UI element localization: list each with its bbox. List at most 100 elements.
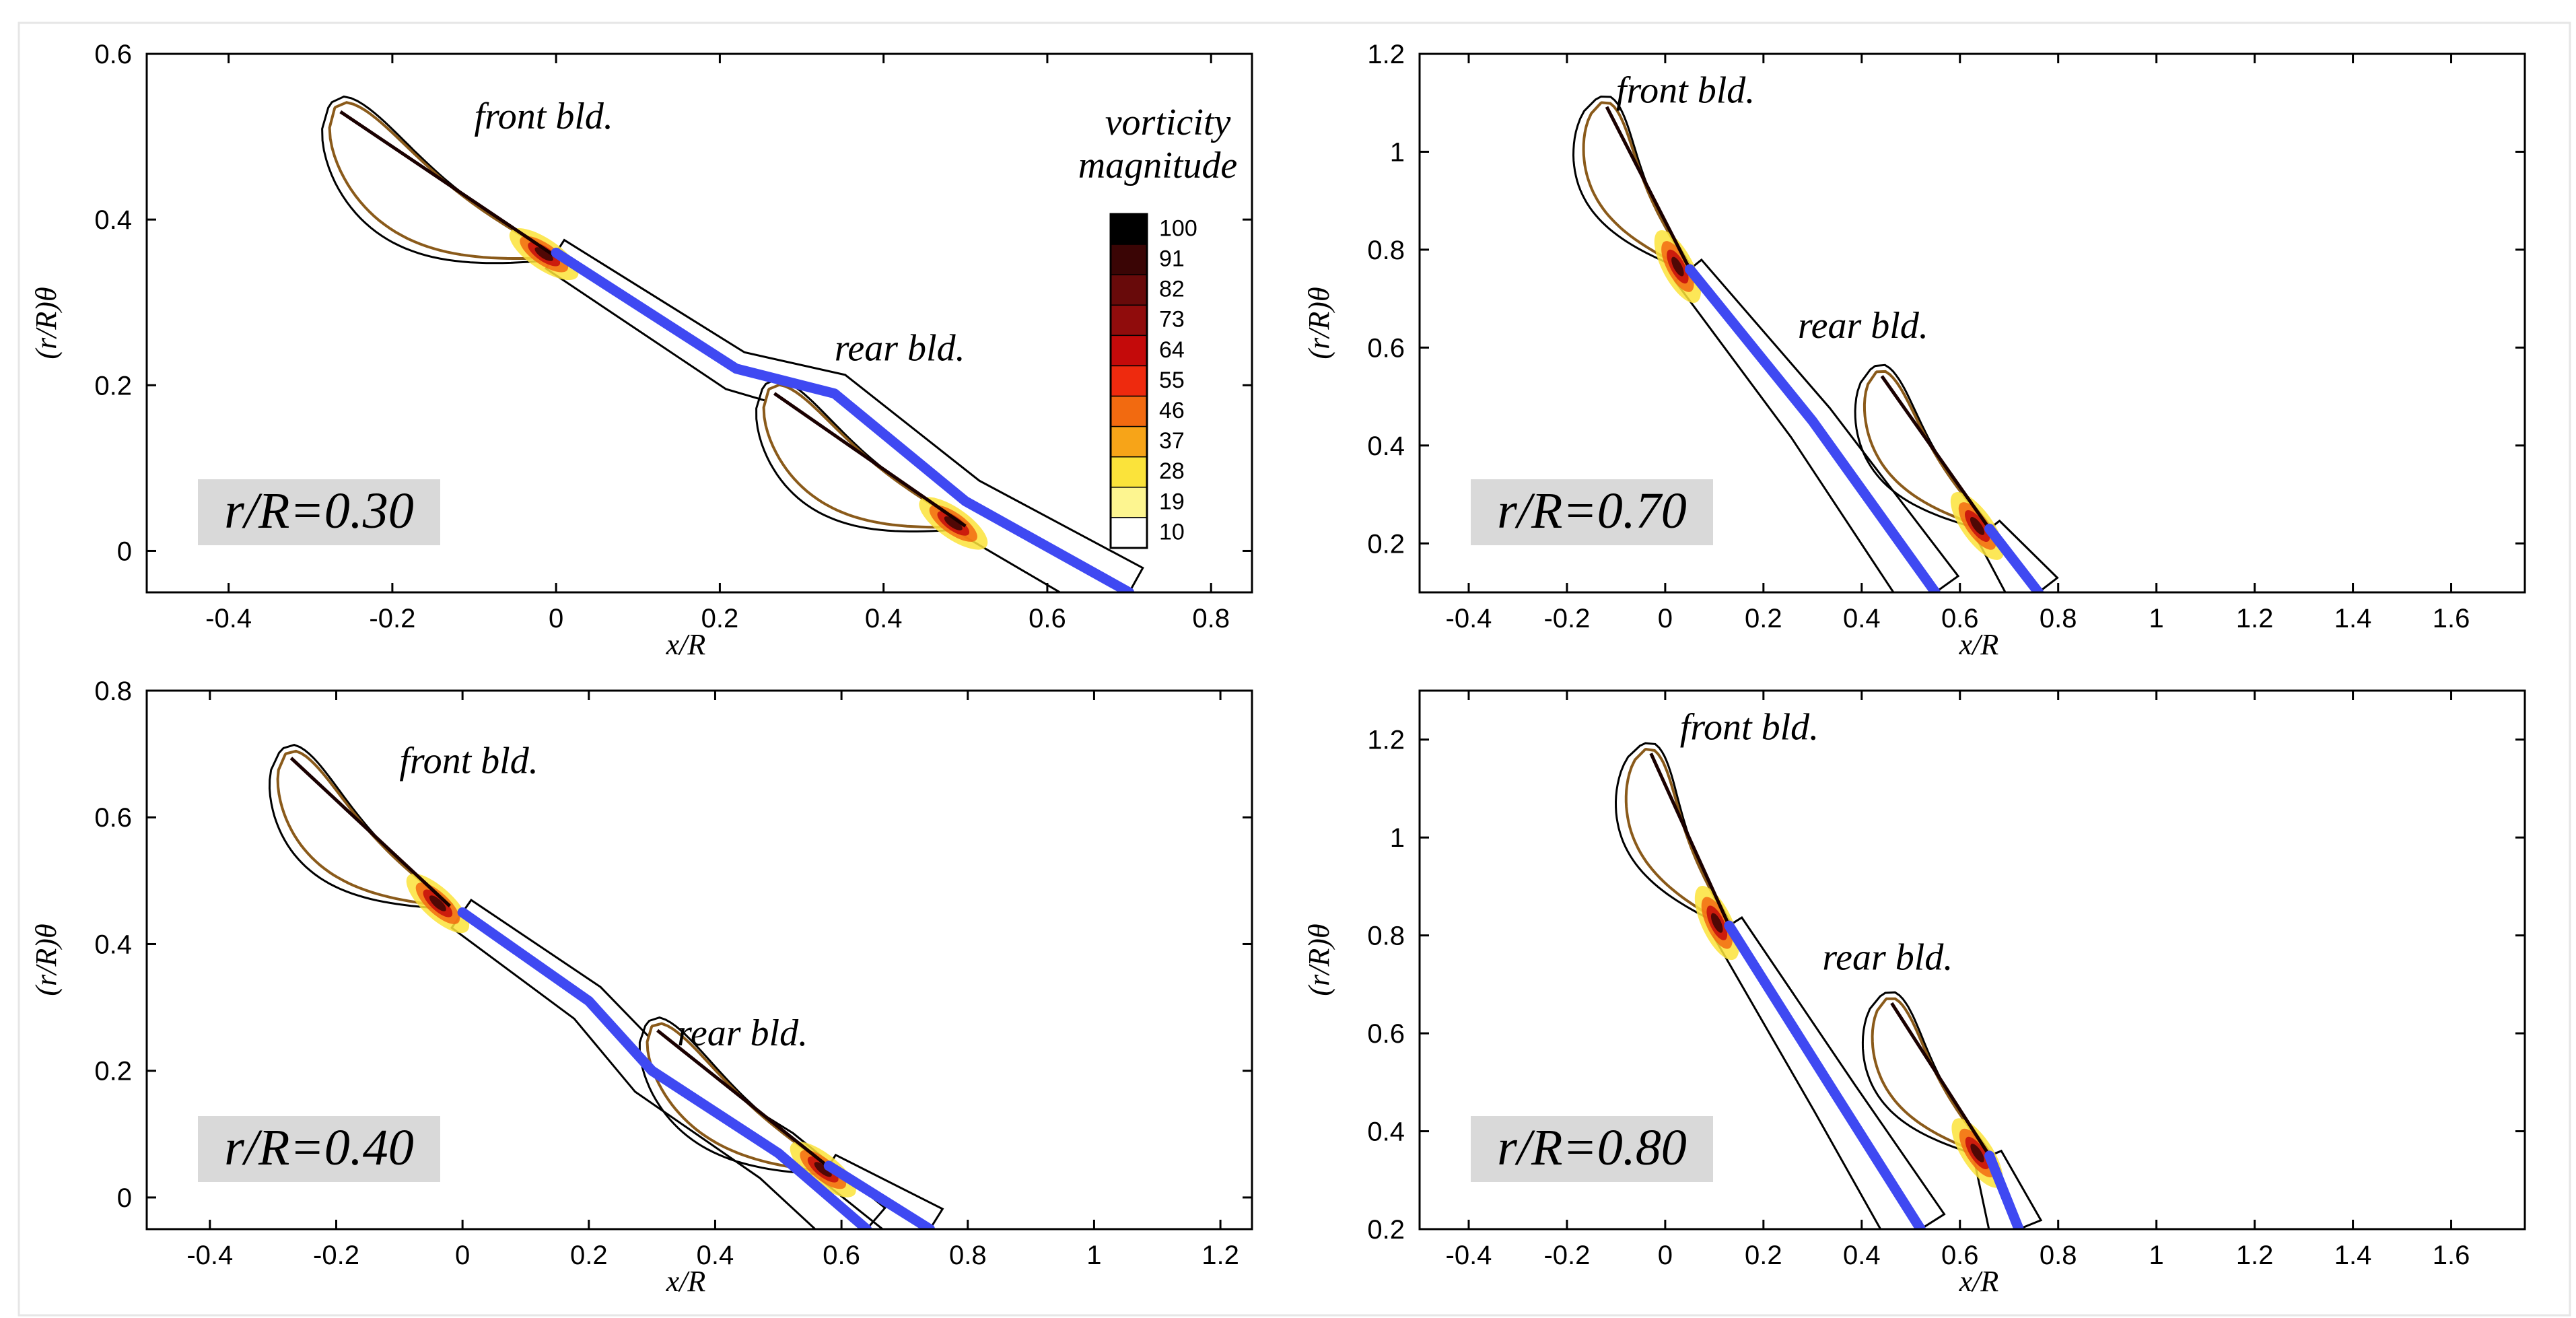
colorbar-swatch	[1110, 456, 1148, 488]
front-trailing-vorticity-3	[534, 247, 553, 261]
colorbar-level-label: 55	[1159, 368, 1185, 393]
colorbar-level-label: 73	[1159, 307, 1185, 333]
colorbar-swatch	[1110, 425, 1148, 458]
figure-frame	[18, 22, 2571, 1317]
front-wake-centerline	[1724, 920, 1926, 1229]
x-tick-label: -0.4	[186, 1241, 233, 1270]
x-axis-label: x/R	[1959, 628, 1999, 661]
x-tick-label: 1.2	[2236, 604, 2274, 633]
front-wake-centerline	[1684, 264, 1941, 592]
y-tick-label: 0	[117, 536, 132, 566]
rear-blade-label: rear bld.	[677, 1012, 808, 1054]
y-tick-label: 0.2	[94, 1057, 132, 1086]
x-tick-label: -0.4	[205, 604, 252, 633]
x-tick-label: 0	[455, 1241, 470, 1270]
colorbar-swatch	[1110, 274, 1148, 306]
x-tick-label: -0.4	[1446, 604, 1492, 633]
front-blade-boundary-layer	[339, 110, 557, 258]
section-label-box	[1471, 479, 1713, 545]
rear-blade-label: rear bld.	[1798, 305, 1928, 347]
y-axis-label: (r/R)θ	[1302, 287, 1335, 359]
front-wake-contour	[450, 899, 886, 1229]
x-tick-label: 1.6	[2433, 1241, 2470, 1270]
colorbar-swatch	[1110, 213, 1148, 245]
y-tick-label: 0.6	[94, 803, 132, 833]
x-axis-label: x/R	[666, 1265, 706, 1298]
front-blade-label: front bld.	[475, 96, 613, 137]
colorbar-swatch	[1110, 487, 1148, 518]
x-tick-label: 0.6	[1941, 604, 1979, 633]
y-tick-label: 0.8	[94, 677, 132, 706]
front-blade-label: front bld.	[1680, 707, 1819, 749]
x-tick-label: 0.8	[2040, 1241, 2077, 1270]
colorbar-frame	[1109, 213, 1148, 549]
colorbar-swatch	[1110, 517, 1148, 549]
colorbar-level-label: 37	[1159, 428, 1185, 454]
panels-layer: -0.4 -0.2 0 0.2 0.4 0.6 0.800.20.40.6x/R(r/R)θ…	[30, 40, 2526, 1298]
rear-trailing-vorticity-3	[814, 1162, 832, 1177]
front-wake-contour	[1673, 258, 1960, 592]
rear-blade-label: rear bld.	[1822, 937, 1953, 979]
x-tick-label: 1.2	[2236, 1241, 2274, 1270]
plot-content	[1614, 742, 2043, 1229]
x-tick-label: 1	[2149, 1241, 2164, 1270]
y-axis-label: (r/R)θ	[30, 287, 63, 359]
x-tick-label: -0.2	[369, 604, 415, 633]
x-tick-label: -0.4	[1446, 1241, 1492, 1270]
x-tick-label: 0.6	[1029, 604, 1066, 633]
y-tick-label: 1	[1390, 137, 1405, 167]
panel-top-right: -0.4 -0.2 0 0.2 0.4 0.6 0.8 1 1.2 1.4 1.6 0.2 0.4 0.6…	[1302, 40, 2526, 661]
panel-top-left: -0.4 -0.2 0 0.2 0.4 0.6 0.8 0 0.2 0.4 0.6 x/R (r/R)θ…	[30, 40, 1253, 661]
x-tick-label: 0.4	[865, 604, 903, 633]
x-tick-label: 1.6	[2433, 604, 2470, 633]
x-tick-label: 0.4	[697, 1241, 734, 1270]
colorbar-level-label: 10	[1159, 519, 1185, 545]
plot-frame	[145, 53, 1253, 594]
rear-blade-boundary-layer	[773, 392, 967, 528]
section-label: r/R=0.70	[1497, 483, 1686, 539]
y-tick-label: 0.4	[1367, 431, 1405, 461]
y-tick-label: 0.4	[94, 205, 132, 235]
front-blade-label: front bld.	[1616, 70, 1755, 112]
x-tick-label: -0.2	[1543, 604, 1590, 633]
plot-content	[1572, 95, 2059, 592]
x-tick-label: 0.2	[570, 1241, 608, 1270]
x-tick-label: 1	[1086, 1241, 1101, 1270]
x-tick-label: 0.6	[1941, 1241, 1979, 1270]
front-trailing-vorticity-3	[429, 895, 446, 911]
front-blade-label: front bld.	[399, 740, 538, 782]
colorbar-title-line1: vorticity	[1105, 102, 1231, 143]
x-tick-label: 0.6	[823, 1241, 860, 1270]
colorbar-swatch	[1110, 335, 1148, 367]
x-tick-label: 1.4	[2334, 1241, 2372, 1270]
front-blade-boundary-layer	[289, 757, 452, 907]
plot-frame	[1418, 53, 2526, 594]
y-tick-label: 0.4	[1367, 1117, 1405, 1147]
colorbar-swatch	[1110, 395, 1148, 427]
x-tick-label: 0.8	[949, 1241, 987, 1270]
y-tick-label: 0.2	[1367, 1215, 1405, 1245]
panel-bottom-right: -0.4 -0.2 0 0.2 0.4 0.6 0.8 1 1.2 1.4 1.6 0.2 0.4 0.6…	[1302, 689, 2526, 1298]
colorbar-swatch	[1110, 365, 1148, 397]
section-label-box	[198, 1116, 440, 1182]
colorbar-swatch	[1110, 244, 1148, 275]
x-tick-label: 0.2	[1745, 604, 1782, 633]
colorbar-level-label: 91	[1159, 246, 1185, 272]
y-tick-label: 0.8	[1367, 922, 1405, 951]
x-tick-label: 1	[2149, 604, 2164, 633]
section-label: r/R=0.80	[1497, 1119, 1686, 1176]
front-wake-centerline	[457, 907, 872, 1229]
y-tick-label: 0.6	[94, 40, 132, 69]
x-tick-label: 0	[1658, 1241, 1673, 1270]
section-label-box	[1471, 1116, 1713, 1182]
section-label: r/R=0.40	[224, 1119, 413, 1176]
rear-trailing-vorticity-3	[1970, 516, 1985, 535]
x-tick-label: 0	[1658, 604, 1673, 633]
plot-frame	[1418, 689, 2526, 1230]
front-wake-centerline	[551, 247, 1135, 592]
y-tick-label: 1.2	[1367, 40, 1405, 69]
front-blade-boundary-layer	[1605, 106, 1692, 271]
y-tick-label: 0.8	[1367, 236, 1405, 265]
